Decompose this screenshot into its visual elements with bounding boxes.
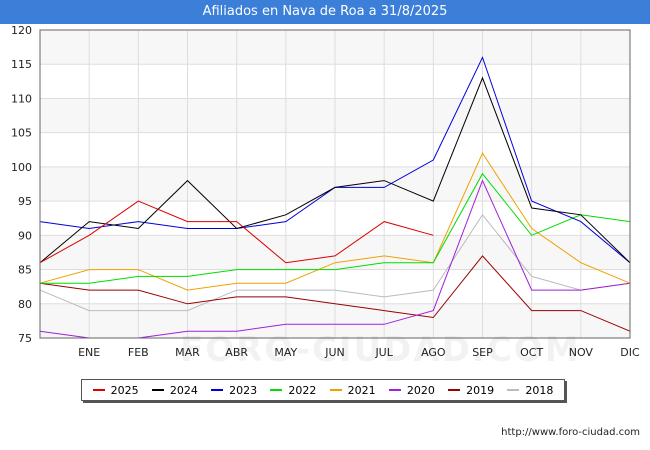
legend-item-2022: 2022	[270, 384, 316, 397]
x-tick-label: OCT	[520, 346, 543, 359]
x-tick-label: JUL	[374, 346, 393, 359]
source-url: http://www.foro-ciudad.com	[501, 427, 640, 438]
legend-item-2021: 2021	[329, 383, 376, 397]
legend-label: 2022	[288, 383, 317, 397]
legend-item-2019: 2019	[448, 384, 494, 397]
y-tick-label: 95	[18, 195, 32, 208]
legend-swatch	[388, 389, 401, 391]
x-axis-ticks: ENE FEB MAR ABR MAY JUN JUL AGO SEP OCT NOV DIC	[78, 346, 640, 359]
x-tick-label: FEB	[128, 346, 149, 359]
series-line-2025	[39, 200, 434, 264]
x-tick-label: DIC	[620, 346, 640, 359]
legend-item-2020: 2020	[388, 383, 435, 397]
legend-swatch	[151, 389, 164, 391]
legend-item-2025: 2025	[92, 383, 139, 397]
legend-label: 2021	[347, 383, 376, 397]
series-line-2024	[39, 76, 631, 264]
legend: 2025 2024 2023 2022 2021 2020 2019 2018	[81, 379, 565, 401]
legend-item-2023: 2023	[211, 384, 257, 397]
legend-swatch	[507, 389, 520, 391]
y-axis-ticks: 75 80 85 90 95 100 105 110 115 120	[11, 24, 32, 345]
legend-label: 2018	[525, 383, 554, 397]
x-tick-label: MAY	[274, 346, 297, 359]
chart-title: Afiliados en Nava de Roa a 31/8/2025	[0, 0, 650, 24]
y-tick-label: 115	[11, 58, 32, 71]
x-tick-label: AGO	[421, 346, 446, 359]
legend-label: 2024	[169, 383, 198, 397]
series-line-2019	[39, 255, 631, 332]
y-tick-label: 90	[18, 229, 32, 242]
legend-label: 2025	[110, 383, 139, 397]
legend-label: 2019	[466, 383, 495, 397]
y-tick-label: 85	[18, 264, 32, 277]
y-tick-label: 100	[11, 161, 32, 174]
x-tick-label: SEP	[472, 346, 493, 359]
x-tick-label: JUN	[324, 346, 345, 359]
series-line-2022	[40, 172, 631, 284]
y-tick-label: 110	[11, 92, 32, 105]
x-tick-label: ENE	[78, 346, 100, 359]
legend-swatch	[329, 389, 342, 391]
y-tick-label: 105	[11, 127, 32, 140]
watermark: FORO-CIUDAD.COM	[180, 330, 581, 370]
legend-label: 2023	[229, 383, 258, 397]
x-tick-label: MAR	[175, 346, 200, 359]
y-tick-label: 80	[18, 298, 32, 311]
legend-swatch	[270, 389, 283, 391]
x-tick-label: NOV	[569, 346, 594, 359]
y-tick-label: 75	[18, 332, 32, 345]
legend-swatch	[92, 389, 105, 391]
series-lines	[39, 56, 631, 339]
legend-swatch	[448, 389, 461, 391]
x-tick-label: ABR	[225, 346, 248, 359]
y-tick-label: 120	[11, 24, 32, 37]
legend-item-2024: 2024	[151, 383, 198, 397]
legend-item-2018: 2018	[507, 384, 553, 397]
legend-swatch	[211, 389, 224, 391]
legend-label: 2020	[406, 383, 435, 397]
plot-frame	[39, 29, 631, 339]
series-line-2021	[39, 152, 631, 291]
series-line-2018	[39, 213, 631, 312]
